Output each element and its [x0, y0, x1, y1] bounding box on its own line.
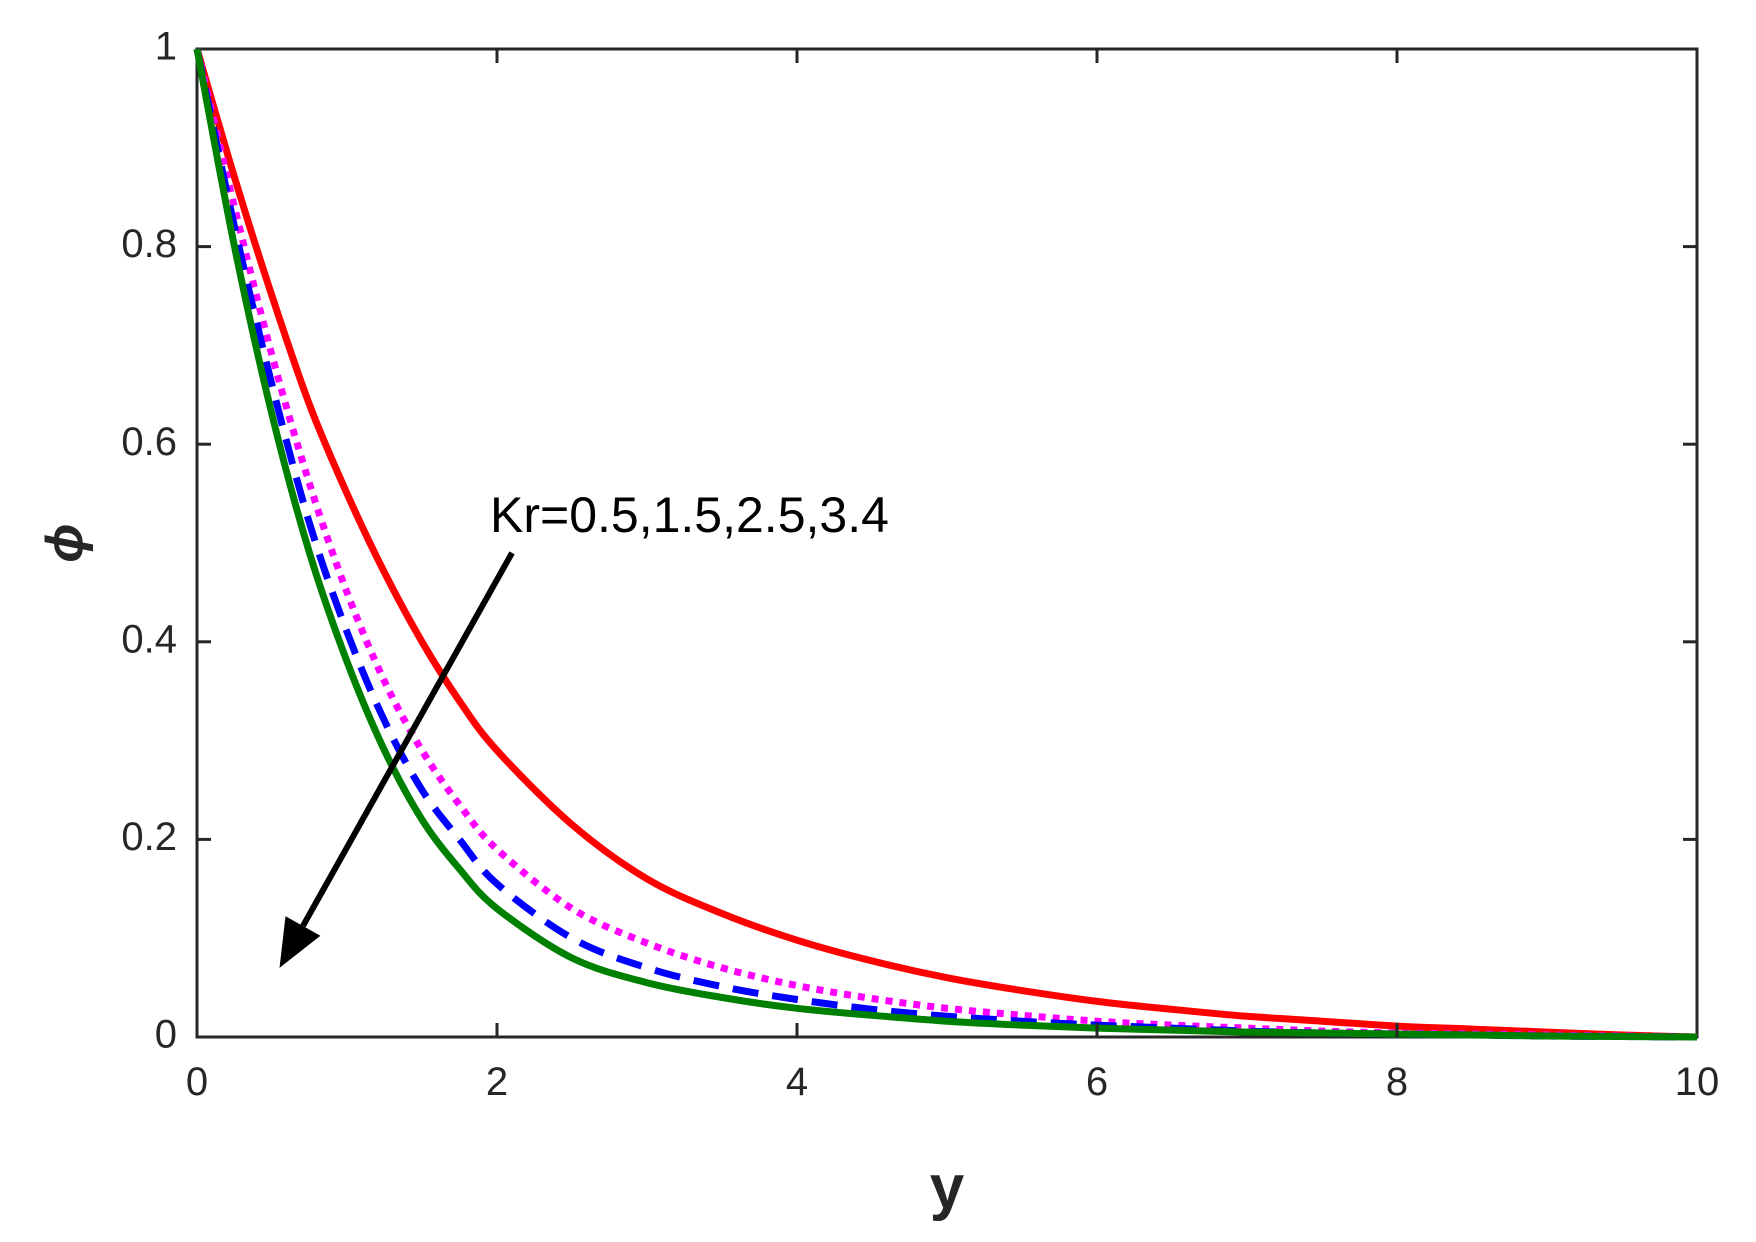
series-layer [193, 48, 1698, 1041]
series-line-4 [193, 48, 1698, 1041]
x-axis-title: y [930, 1153, 965, 1222]
x-tick-label: 4 [786, 1060, 808, 1104]
annotation-layer: Kr=0.5,1.5,2.5,3.4 [279, 487, 889, 968]
y-tick-label: 0.6 [121, 420, 177, 464]
x-tick-label: 0 [186, 1060, 208, 1104]
y-axis-title: ϕ [36, 523, 94, 562]
x-tick-label: 8 [1386, 1060, 1408, 1104]
plot-area-frame [195, 47, 1699, 1039]
ticks-layer: 0 2 4 6 8 10 0 0.2 0.4 0.6 0.8 1 [121, 25, 1719, 1104]
y-tick-label: 0.4 [121, 617, 177, 661]
y-tick-label: 0.8 [121, 222, 177, 266]
y-tick-label: 0 [155, 1013, 177, 1057]
annotation-arrowhead [279, 916, 321, 968]
x-tick-label: 2 [486, 1060, 508, 1104]
series-line-2 [193, 48, 1698, 1041]
y-tick-label: 1 [155, 25, 177, 69]
series-line-1 [193, 48, 1698, 1041]
x-tick-label: 10 [1675, 1060, 1720, 1104]
y-tick-label: 0.2 [121, 815, 177, 859]
annotation-arrow-shaft [300, 551, 515, 928]
x-tick-label: 6 [1086, 1060, 1108, 1104]
annotation-label: Kr=0.5,1.5,2.5,3.4 [490, 487, 889, 543]
